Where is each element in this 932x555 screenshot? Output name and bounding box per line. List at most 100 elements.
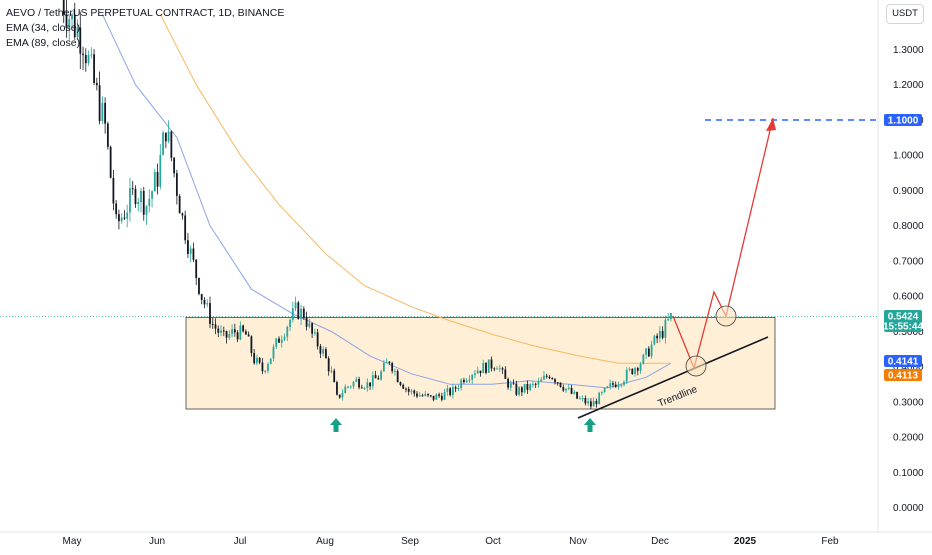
candle-body: [540, 379, 543, 382]
candle: [559, 382, 562, 388]
candle: [178, 194, 181, 214]
candle: [438, 392, 440, 398]
candle-body: [319, 346, 322, 354]
candle: [164, 132, 167, 149]
candle: [250, 335, 253, 357]
candle: [261, 357, 264, 374]
candle: [554, 377, 556, 385]
candle: [504, 366, 507, 379]
candle-body: [449, 388, 452, 396]
candle: [551, 377, 554, 380]
candle-body: [250, 336, 253, 354]
price-tag-box: [884, 310, 922, 332]
candle: [465, 378, 468, 384]
candle-body: [148, 198, 151, 207]
price-tag-box: [884, 369, 922, 381]
candle: [592, 397, 595, 407]
candle-body: [548, 376, 551, 378]
candle: [463, 377, 465, 384]
candle-body: [614, 384, 617, 388]
candle: [115, 200, 118, 219]
candle-body: [650, 344, 653, 357]
candle: [275, 337, 278, 350]
candle: [217, 325, 220, 338]
legend-ema89[interactable]: EMA (89, close): [6, 37, 81, 49]
candle-body: [474, 373, 476, 376]
candle: [620, 383, 623, 388]
candle-body: [647, 348, 650, 357]
y-tick-label: 0.3000: [893, 397, 924, 408]
candle: [501, 366, 504, 374]
candle: [374, 370, 377, 379]
candle-body: [65, 14, 68, 28]
candle-body: [181, 213, 184, 216]
candle: [639, 361, 642, 374]
candle: [236, 330, 239, 343]
candle-body: [609, 383, 612, 387]
candle: [634, 366, 636, 377]
candle-body: [545, 375, 548, 377]
candle: [509, 380, 512, 391]
candle: [76, 19, 79, 41]
candle-body: [267, 364, 269, 371]
candle: [523, 383, 526, 394]
x-tick-label: Oct: [485, 536, 501, 547]
candle-body: [73, 14, 76, 38]
candle: [490, 356, 493, 372]
candle-body: [490, 359, 493, 369]
candle-body: [463, 379, 465, 383]
candle: [667, 312, 670, 321]
candle-body: [233, 329, 236, 333]
candle-body: [134, 188, 137, 205]
candle: [82, 46, 84, 71]
y-tick-label: 1.2000: [893, 80, 924, 91]
candle: [220, 324, 222, 337]
candle-body: [598, 392, 601, 405]
candle: [209, 296, 211, 329]
candle: [512, 379, 515, 385]
candle-body: [358, 378, 360, 388]
candle-body: [509, 383, 512, 388]
candle-body: [305, 317, 308, 327]
currency-button[interactable]: USDT: [886, 4, 924, 24]
candle: [322, 346, 325, 357]
candle-body: [601, 392, 603, 394]
price-tag-value: 1.1000: [888, 116, 919, 127]
candle-body: [617, 384, 620, 388]
candle-body: [595, 400, 598, 405]
candle: [242, 324, 245, 333]
candle-body: [410, 390, 413, 392]
candle-body: [471, 375, 474, 380]
candle-body: [554, 379, 556, 383]
candle: [195, 259, 198, 286]
candle-body: [156, 171, 159, 187]
projection-arrowhead: [766, 118, 776, 131]
candle: [487, 359, 490, 373]
candle: [167, 120, 170, 144]
legend-ema34[interactable]: EMA (34, close): [6, 22, 81, 34]
candle-body: [355, 378, 358, 382]
candle-body: [457, 388, 460, 390]
candle-body: [239, 325, 242, 340]
candle: [573, 389, 576, 395]
candle: [603, 387, 606, 393]
candle-body: [352, 381, 355, 387]
candle-body: [164, 132, 167, 142]
candle: [460, 378, 463, 391]
candle-body: [543, 375, 545, 380]
x-tick-label: 2025: [734, 536, 757, 547]
price-tag-timer: 15:55:44: [883, 322, 923, 333]
candle-body: [551, 377, 554, 380]
candle: [363, 386, 366, 390]
legend-title[interactable]: AEVO / TetherUS PERPETUAL CONTRACT, 1D, …: [6, 7, 285, 19]
candle-body: [302, 308, 305, 318]
candle: [562, 384, 565, 392]
candle: [264, 370, 267, 374]
candle: [225, 330, 228, 344]
candle-body: [129, 188, 131, 213]
candle: [581, 395, 584, 402]
candle: [142, 186, 145, 221]
candle: [358, 376, 360, 390]
